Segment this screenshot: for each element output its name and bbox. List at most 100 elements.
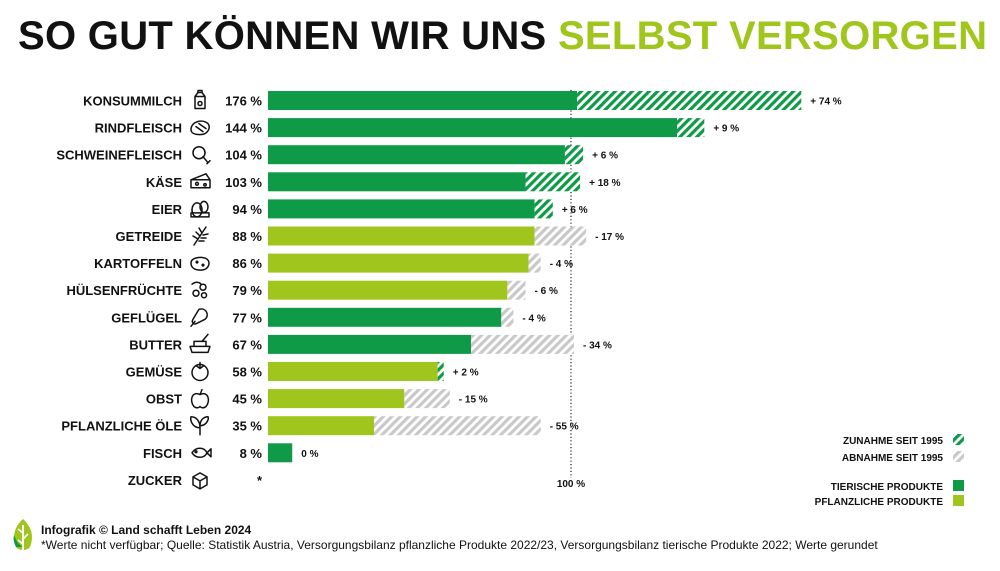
increase-segment (525, 172, 581, 192)
row-label: FISCH (143, 446, 182, 461)
row-label: BUTTER (129, 337, 182, 352)
title-part-2: SELBST VERSORGEN (557, 14, 988, 58)
cheese-icon (190, 173, 211, 189)
ham-icon (192, 145, 211, 165)
value-label: 86 % (232, 256, 262, 271)
value-label: 8 % (240, 446, 263, 461)
decrease-segment (507, 280, 526, 300)
reference-label: 100 % (557, 479, 585, 490)
change-label: - 55 % (550, 422, 579, 433)
change-label: + 18 % (589, 178, 621, 189)
bar (268, 226, 535, 246)
value-label: 88 % (232, 229, 262, 244)
peas-icon (191, 281, 208, 299)
legend-label: PFLANZLICHE PRODUKTE (815, 497, 944, 508)
row-label: GETREIDE (116, 229, 183, 244)
potato-icon (190, 256, 210, 271)
decrease-segment (534, 226, 587, 246)
bar (268, 253, 529, 273)
row-label: SCHWEINEFLEISCH (56, 148, 182, 163)
change-label: - 4 % (550, 259, 573, 270)
value-label: 103 % (225, 175, 262, 190)
milk-carton-icon (194, 89, 206, 110)
value-label: 176 % (225, 94, 262, 109)
value-label: 79 % (232, 283, 262, 298)
legend: ZUNAHME SEIT 1995 ABNAHME SEIT 1995 TIERIS… (815, 434, 964, 508)
eggs-icon (190, 200, 210, 218)
footer-note: *Werte nicht verfügbar; Quelle: Statisti… (41, 538, 878, 552)
legend-label: TIERISCHE PRODUKTE (831, 482, 944, 493)
bar (268, 172, 526, 192)
bar (268, 118, 678, 138)
row-label: OBST (146, 392, 182, 407)
decrease-segment (374, 416, 541, 436)
bars-layer (268, 90, 802, 478)
legend-label: ZUNAHME SEIT 1995 (843, 436, 943, 447)
bar (268, 91, 578, 110)
change-label: + 74 % (810, 97, 842, 108)
value-label: 45 % (232, 392, 262, 407)
legend-label: ABNAHME SEIT 1995 (842, 453, 944, 464)
bar (268, 307, 502, 327)
value-label: 58 % (232, 365, 262, 380)
footer-credit: Infografik © Land schafft Leben 2024 (41, 523, 252, 537)
row-label: ZUCKER (128, 473, 183, 488)
row-label: HÜLSENFRÜCHTE (66, 283, 182, 298)
leaf-logo-icon (13, 519, 32, 551)
apple-icon (190, 388, 210, 409)
labels-layer: 100 % KONSUMMILCH 176 % + 74 % RINDFLEISCH 14… (56, 94, 841, 491)
butter-icon (189, 333, 211, 354)
value-label: 144 % (225, 121, 262, 136)
decrease-segment (404, 389, 450, 409)
fish-icon (191, 447, 212, 459)
bar (268, 389, 405, 409)
change-label: + 2 % (453, 368, 479, 379)
bar (268, 334, 472, 354)
row-label: PFLANZLICHE ÖLE (61, 419, 182, 434)
bar (268, 145, 565, 165)
row-label: KARTOFFELN (94, 256, 182, 271)
row-label: RINDFLEISCH (95, 121, 182, 136)
change-label: + 9 % (713, 124, 739, 135)
change-label: + 6 % (562, 205, 588, 216)
steak-icon (190, 120, 210, 136)
value-label: * (257, 473, 263, 488)
chicken-leg-icon (190, 308, 208, 328)
bar (268, 199, 535, 219)
row-label: GEMÜSE (126, 365, 183, 380)
row-label: GEFLÜGEL (111, 310, 182, 325)
value-label: 104 % (225, 148, 262, 163)
bar (268, 362, 438, 381)
change-label: - 6 % (535, 286, 558, 297)
icons-layer (189, 89, 212, 490)
increase-segment (534, 199, 553, 219)
increase-segment (677, 118, 705, 138)
legend-swatch (953, 495, 964, 506)
title-part-1: SO GUT KÖNNEN WIR UNS (18, 14, 558, 58)
change-label: 0 % (301, 449, 318, 460)
increase-segment (577, 91, 802, 110)
bar (268, 416, 375, 436)
change-label: - 17 % (595, 232, 624, 243)
page-title: SO GUT KÖNNEN WIR UNS SELBST VERSORGEN (18, 14, 987, 59)
value-label: 35 % (232, 419, 262, 434)
decrease-segment (528, 253, 541, 273)
change-label: + 6 % (592, 151, 618, 162)
decrease-segment (471, 334, 575, 354)
row-label: KONSUMMILCH (83, 94, 182, 109)
legend-swatch (953, 480, 964, 491)
wheat-icon (192, 226, 209, 246)
legend-swatch (953, 451, 964, 462)
tomato-icon (191, 361, 209, 382)
row-label: KÄSE (146, 175, 182, 190)
bar (268, 443, 293, 463)
value-label: 77 % (232, 310, 262, 325)
increase-segment (437, 362, 444, 381)
bar (268, 280, 508, 300)
increase-segment (564, 145, 584, 165)
sugar-cube-icon (192, 472, 208, 490)
change-label: - 4 % (522, 313, 545, 324)
value-label: 67 % (232, 337, 262, 352)
row-label: EIER (152, 202, 183, 217)
